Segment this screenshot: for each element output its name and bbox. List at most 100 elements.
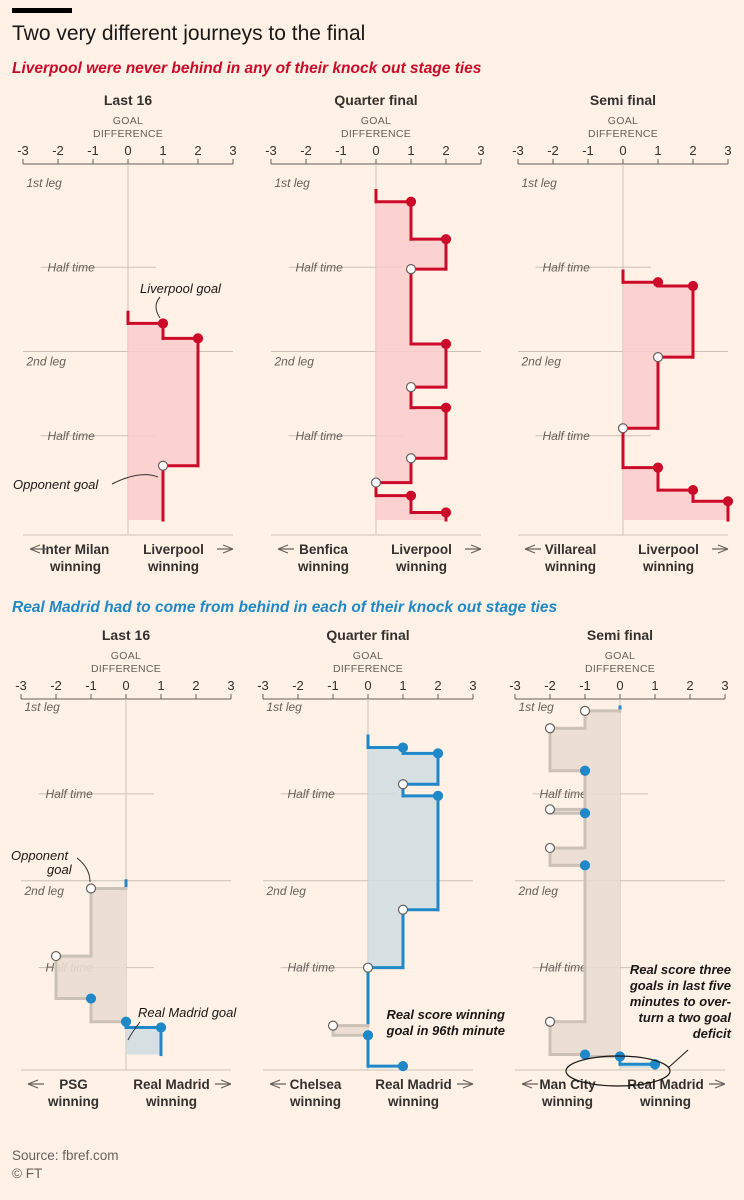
tick-label: -1 xyxy=(582,143,594,158)
opponent-goal-dot xyxy=(544,723,556,734)
opponent-goal-annotation: Opponent xyxy=(11,848,69,863)
second-leg-label: 2nd leg xyxy=(26,355,67,369)
tick-label: -2 xyxy=(547,143,559,158)
tick-label: 3 xyxy=(724,143,731,158)
team-goal-dot xyxy=(440,402,452,413)
axis-label-line2: DIFFERENCE xyxy=(91,663,161,675)
team-goal-dot xyxy=(440,234,452,245)
opponent-goal-dot xyxy=(405,453,417,464)
left-winning-label: Villareal xyxy=(545,542,597,557)
opponent-goal-dot xyxy=(327,1020,339,1031)
tick-label: 0 xyxy=(619,143,626,158)
tick-label: 1 xyxy=(157,678,164,693)
team-goal-dot xyxy=(579,765,591,776)
left-winning-label: winning xyxy=(289,1094,341,1109)
opponent-goal-dot xyxy=(362,962,374,973)
axis-label-line2: DIFFERENCE xyxy=(588,128,658,140)
comeback-annotation: deficit xyxy=(693,1026,732,1041)
left-winning-label: Chelsea xyxy=(290,1077,342,1092)
team-goal-dot xyxy=(120,1016,132,1027)
team-goal-dot xyxy=(440,507,452,518)
axis-label-line1: GOAL xyxy=(113,115,143,127)
half-time-label: Half time xyxy=(288,787,336,801)
team-goal-dot xyxy=(362,1030,374,1041)
opponent-goal-dot xyxy=(85,883,97,894)
tick-label: -2 xyxy=(52,143,64,158)
liverpool-goal-annotation: Liverpool goal xyxy=(140,281,222,296)
tick-label: -2 xyxy=(50,678,62,693)
winner-annotation: goal in 96th minute xyxy=(386,1023,505,1038)
tick-label: -1 xyxy=(335,143,347,158)
opponent-goal-dot xyxy=(652,352,664,363)
opponent-goal-dot xyxy=(617,423,629,434)
axis-label-line2: DIFFERENCE xyxy=(585,663,655,675)
tick-label: -1 xyxy=(327,678,339,693)
deficit-area xyxy=(56,880,126,1055)
copyright-note: © FT xyxy=(12,1166,43,1181)
left-arrow xyxy=(277,544,294,554)
left-winning-label: winning xyxy=(541,1094,593,1109)
opponent-goal-dot xyxy=(397,779,409,790)
axis-label-line1: GOAL xyxy=(605,650,635,662)
opponent-goal-annotation: Opponent goal xyxy=(13,477,99,492)
team-goal-dot xyxy=(85,993,97,1004)
right-winning-label: Real Madrid xyxy=(627,1077,704,1092)
lead-area xyxy=(376,351,446,521)
opponent-goal-dot xyxy=(405,264,417,275)
tick-label: -3 xyxy=(265,143,277,158)
tick-label: 2 xyxy=(442,143,449,158)
tick-label: -1 xyxy=(579,678,591,693)
right-arrow xyxy=(215,1079,232,1089)
team-goal-dot xyxy=(687,484,699,496)
right-winning-label: Real Madrid xyxy=(375,1077,452,1092)
half-time-label: Half time xyxy=(296,429,344,443)
second-leg-label: 2nd leg xyxy=(24,884,65,898)
opponent-goal-dot xyxy=(370,477,382,488)
team-goal-dot xyxy=(432,748,444,759)
right-winning-label: Liverpool xyxy=(391,542,452,557)
half-time-label: Half time xyxy=(46,787,94,801)
half-time-label: Half time xyxy=(540,961,588,975)
tick-label: 2 xyxy=(194,143,201,158)
panel-title: Semi final xyxy=(587,627,653,643)
tick-label: 1 xyxy=(399,678,406,693)
opponent-goal-annotation: goal xyxy=(47,862,73,877)
first-leg-label: 1st leg xyxy=(27,176,63,190)
comeback-annotation: goals in last five xyxy=(629,978,731,993)
left-winning-label: Man City xyxy=(539,1077,596,1092)
half-time-label: Half time xyxy=(543,429,591,443)
left-arrow xyxy=(269,1079,286,1089)
top-rule xyxy=(12,8,72,13)
tick-label: 0 xyxy=(122,678,129,693)
tick-label: 3 xyxy=(721,678,728,693)
right-arrow xyxy=(465,544,482,554)
panel-title: Quarter final xyxy=(334,92,417,108)
opponent-goal-dot xyxy=(544,1016,556,1027)
axis-label-line2: DIFFERENCE xyxy=(333,663,403,675)
team-goal-dot xyxy=(432,790,444,801)
annotation-leader xyxy=(127,1021,141,1041)
right-winning-label: winning xyxy=(147,559,199,574)
opponent-goal-dot xyxy=(157,460,169,471)
annotation-leader xyxy=(76,857,91,883)
right-arrow xyxy=(709,1079,726,1089)
tick-label: 2 xyxy=(434,678,441,693)
tick-label: 3 xyxy=(229,143,236,158)
right-arrow xyxy=(712,544,729,554)
annotation-leader xyxy=(155,296,161,319)
axis-label-line1: GOAL xyxy=(111,650,141,662)
right-winning-label: winning xyxy=(395,559,447,574)
team-goal-dot xyxy=(397,1061,409,1072)
panel-title: Quarter final xyxy=(326,627,409,643)
right-winning-label: Liverpool xyxy=(143,542,204,557)
team-goal-dot xyxy=(652,277,664,288)
lead-area xyxy=(623,351,728,521)
tick-label: -3 xyxy=(15,678,27,693)
